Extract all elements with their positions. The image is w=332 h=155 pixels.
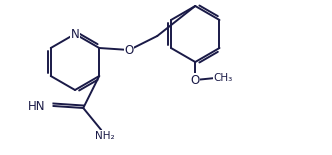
- Text: HN: HN: [28, 100, 45, 113]
- Text: N: N: [71, 27, 79, 40]
- Text: NH₂: NH₂: [95, 131, 115, 141]
- Text: O: O: [124, 44, 134, 57]
- Text: O: O: [191, 73, 200, 86]
- Text: CH₃: CH₃: [213, 73, 233, 83]
